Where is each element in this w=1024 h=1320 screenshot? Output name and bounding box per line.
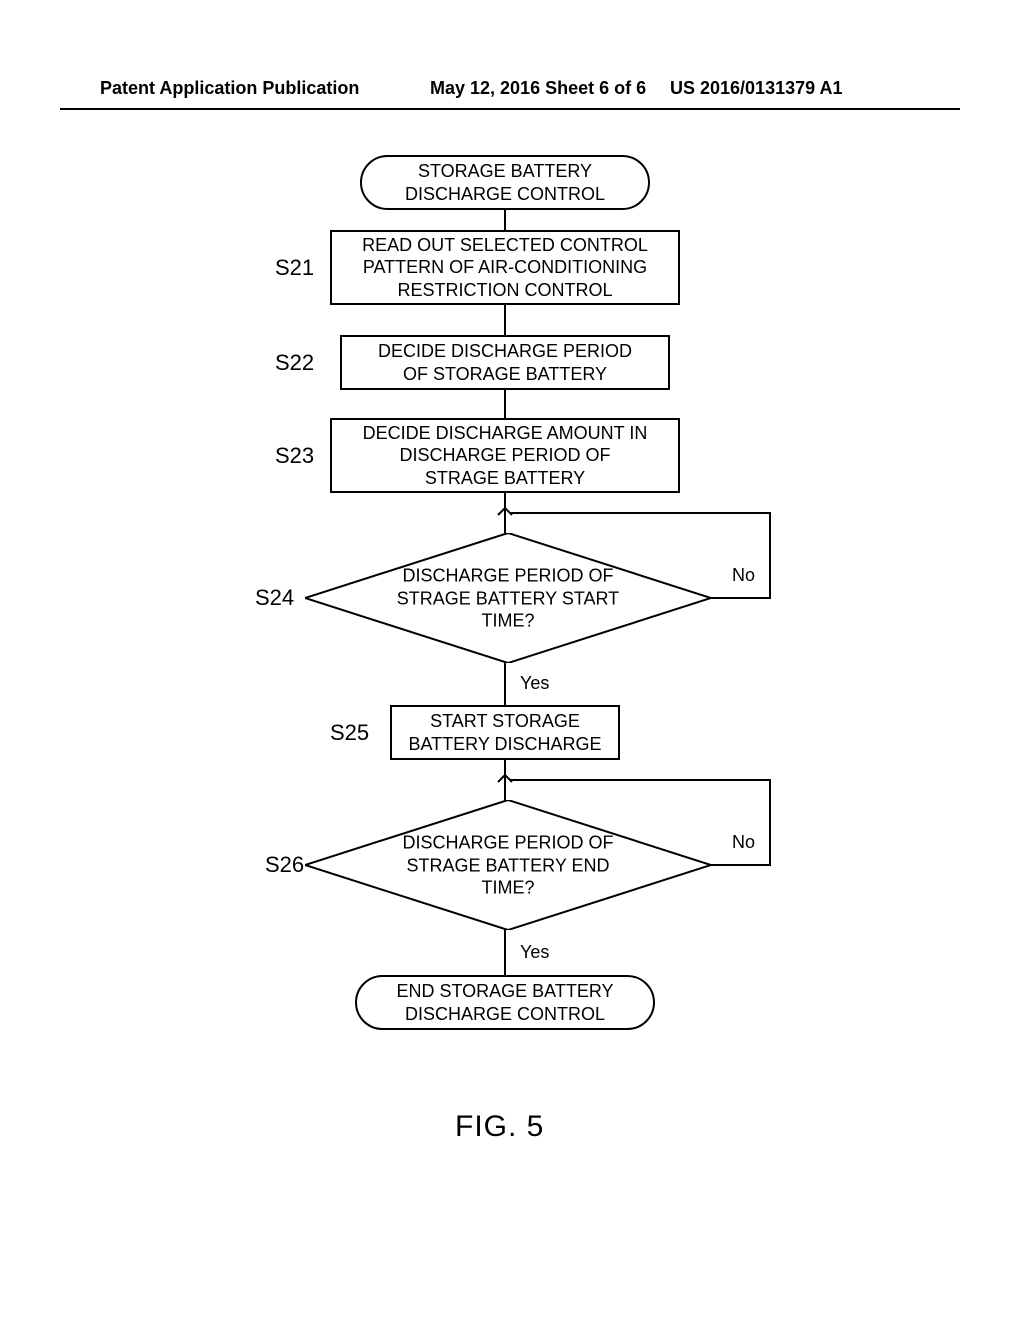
header-rule [60, 108, 960, 110]
step-label-s22: S22 [275, 350, 314, 376]
flowchart: Yes No Yes No STORAGE BATTERYDISCHARGE CONTR… [0, 145, 1024, 1145]
flowchart-terminator-start: STORAGE BATTERYDISCHARGE CONTROL [360, 155, 650, 210]
flowchart-process-s21: READ OUT SELECTED CONTROLPATTERN OF AIR-… [330, 230, 680, 305]
flowchart-terminator-end: END STORAGE BATTERYDISCHARGE CONTROL [355, 975, 655, 1030]
edge-label: Yes [520, 673, 549, 694]
edge-label: No [732, 565, 755, 586]
header-center: May 12, 2016 Sheet 6 of 6 [430, 78, 646, 99]
flowchart-process-s22: DECIDE DISCHARGE PERIODOF STORAGE BATTER… [340, 335, 670, 390]
flowchart-decision-s26: DISCHARGE PERIOD OFSTRAGE BATTERY ENDTIM… [305, 800, 711, 930]
page: Patent Application Publication May 12, 2… [0, 0, 1024, 1320]
edge-label: Yes [520, 942, 549, 963]
flowchart-process-s25: START STORAGEBATTERY DISCHARGE [390, 705, 620, 760]
header-left: Patent Application Publication [100, 78, 359, 99]
step-label-s23: S23 [275, 443, 314, 469]
figure-caption: FIG. 5 [455, 1110, 544, 1144]
flowchart-process-s23: DECIDE DISCHARGE AMOUNT INDISCHARGE PERI… [330, 418, 680, 493]
flowchart-decision-s24: DISCHARGE PERIOD OFSTRAGE BATTERY STARTT… [305, 533, 711, 663]
flowchart-decision-text: DISCHARGE PERIOD OFSTRAGE BATTERY STARTT… [305, 564, 711, 632]
edge-label: No [732, 832, 755, 853]
step-label-s21: S21 [275, 255, 314, 281]
step-label-s26: S26 [265, 852, 304, 878]
step-label-s24: S24 [255, 585, 294, 611]
header-right: US 2016/0131379 A1 [670, 78, 842, 99]
step-label-s25: S25 [330, 720, 369, 746]
flowchart-decision-text: DISCHARGE PERIOD OFSTRAGE BATTERY ENDTIM… [305, 831, 711, 899]
